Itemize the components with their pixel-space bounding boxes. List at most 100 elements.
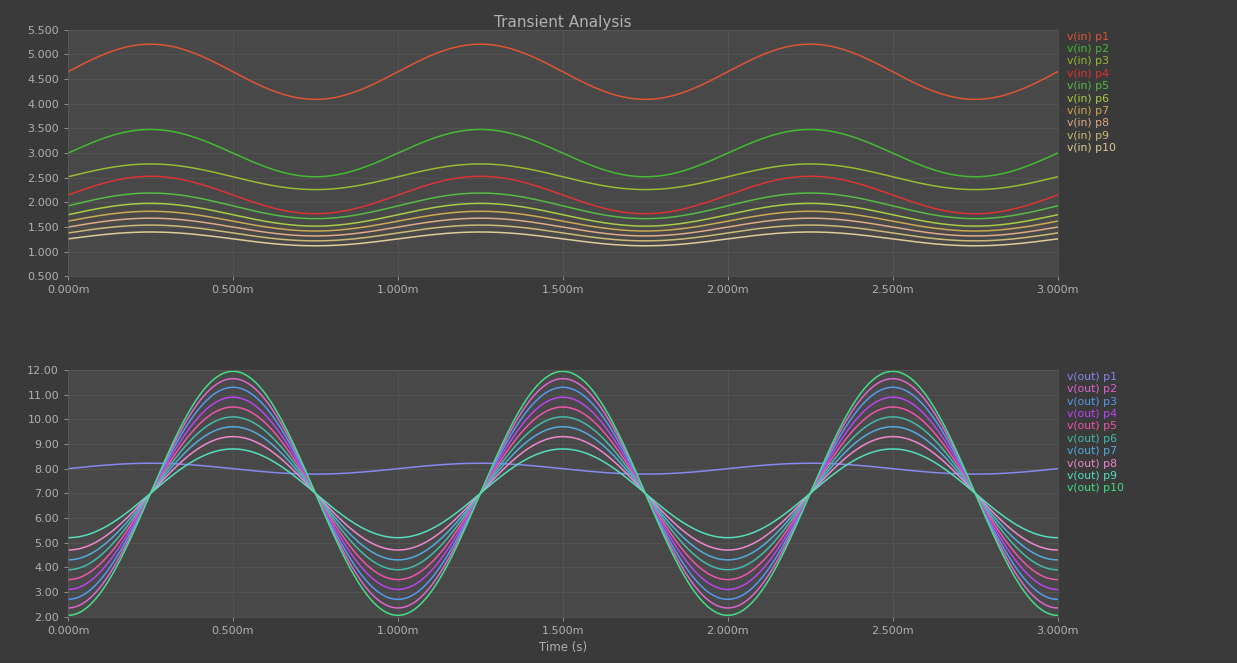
v(in) p2 [233,152,247,160]
v(in) p8 [1050,223,1065,231]
v(out) p3 [173,432,188,440]
v(in) p10 [1032,237,1047,245]
Line: v(out) p1: v(out) p1 [68,463,1058,474]
v(in) p1 [1050,68,1065,76]
v(in) p3 [173,162,188,170]
v(in) p2 [967,173,982,181]
Line: v(in) p3: v(in) p3 [68,164,1058,190]
v(out) p2 [1050,604,1065,612]
v(out) p1 [143,459,158,467]
v(out) p8 [225,433,240,441]
v(in) p8 [233,224,247,232]
v(out) p8 [1050,546,1065,554]
v(in) p1 [1032,78,1047,86]
v(out) p8 [484,478,499,486]
v(out) p10 [61,611,75,619]
v(in) p5 [440,192,455,200]
v(out) p4 [484,471,499,479]
v(out) p7 [233,424,247,432]
v(out) p9 [924,457,939,465]
v(in) p10 [143,228,158,236]
v(in) p9 [924,234,939,242]
v(in) p3 [440,162,455,170]
v(in) p10 [233,236,247,244]
v(in) p1 [924,87,939,95]
v(in) p6 [1050,211,1065,219]
v(in) p9 [440,223,455,231]
Legend: v(out) p1, v(out) p2, v(out) p3, v(out) p4, v(out) p5, v(out) p6, v(out) p7, v(o: v(out) p1, v(out) p2, v(out) p3, v(out) … [1063,367,1128,498]
v(in) p4 [143,172,158,180]
v(out) p10 [1032,603,1047,611]
v(out) p4 [225,393,240,401]
v(out) p9 [61,534,75,542]
v(out) p3 [1050,595,1065,603]
v(in) p4 [61,191,75,199]
Line: v(in) p7: v(in) p7 [68,211,1058,231]
v(in) p9 [967,237,982,245]
v(in) p4 [924,204,939,211]
v(out) p3 [61,595,75,603]
v(in) p8 [440,216,455,224]
v(in) p8 [173,215,188,223]
v(out) p4 [924,419,939,427]
v(in) p7 [61,217,75,225]
v(out) p9 [1032,531,1047,539]
v(out) p9 [225,445,240,453]
v(out) p8 [173,458,188,466]
v(out) p8 [233,433,247,441]
Line: v(out) p2: v(out) p2 [68,379,1058,608]
v(out) p7 [1050,556,1065,564]
v(in) p2 [1050,149,1065,157]
v(out) p4 [233,394,247,402]
v(in) p4 [173,176,188,184]
v(out) p4 [1050,585,1065,593]
v(in) p5 [1032,206,1047,214]
v(out) p1 [1050,465,1065,473]
v(in) p6 [143,200,158,208]
v(out) p3 [1032,588,1047,596]
v(in) p5 [484,190,499,198]
Line: v(out) p4: v(out) p4 [68,397,1058,589]
v(in) p4 [484,172,499,180]
v(out) p3 [440,551,455,559]
v(in) p7 [440,209,455,217]
v(out) p2 [924,405,939,413]
v(in) p3 [1032,177,1047,185]
v(in) p5 [924,211,939,219]
Line: v(out) p6: v(out) p6 [68,417,1058,570]
v(in) p3 [61,173,75,181]
v(out) p10 [225,367,240,375]
Line: v(in) p9: v(in) p9 [68,225,1058,241]
Line: v(out) p3: v(out) p3 [68,387,1058,599]
v(in) p9 [233,230,247,238]
v(out) p1 [967,470,982,478]
v(out) p6 [1032,561,1047,569]
v(out) p1 [924,468,939,476]
v(out) p1 [61,465,75,473]
v(out) p6 [225,413,240,421]
v(in) p3 [484,160,499,168]
v(out) p2 [440,556,455,564]
v(out) p8 [1032,542,1047,550]
v(out) p10 [173,422,188,430]
v(out) p5 [225,403,240,411]
v(in) p3 [143,160,158,168]
v(out) p9 [1050,534,1065,542]
v(out) p4 [440,545,455,553]
v(in) p2 [484,126,499,134]
v(out) p1 [484,459,499,467]
v(in) p6 [233,212,247,220]
v(out) p2 [61,604,75,612]
Line: v(in) p1: v(in) p1 [68,44,1058,99]
v(out) p8 [924,448,939,455]
v(in) p9 [1032,232,1047,240]
v(out) p2 [484,467,499,475]
Line: v(out) p9: v(out) p9 [68,449,1058,538]
v(in) p1 [967,95,982,103]
v(in) p6 [1032,215,1047,223]
v(in) p2 [143,125,158,133]
v(out) p7 [225,423,240,431]
v(in) p4 [967,210,982,217]
v(in) p7 [173,209,188,217]
v(out) p1 [1032,467,1047,475]
